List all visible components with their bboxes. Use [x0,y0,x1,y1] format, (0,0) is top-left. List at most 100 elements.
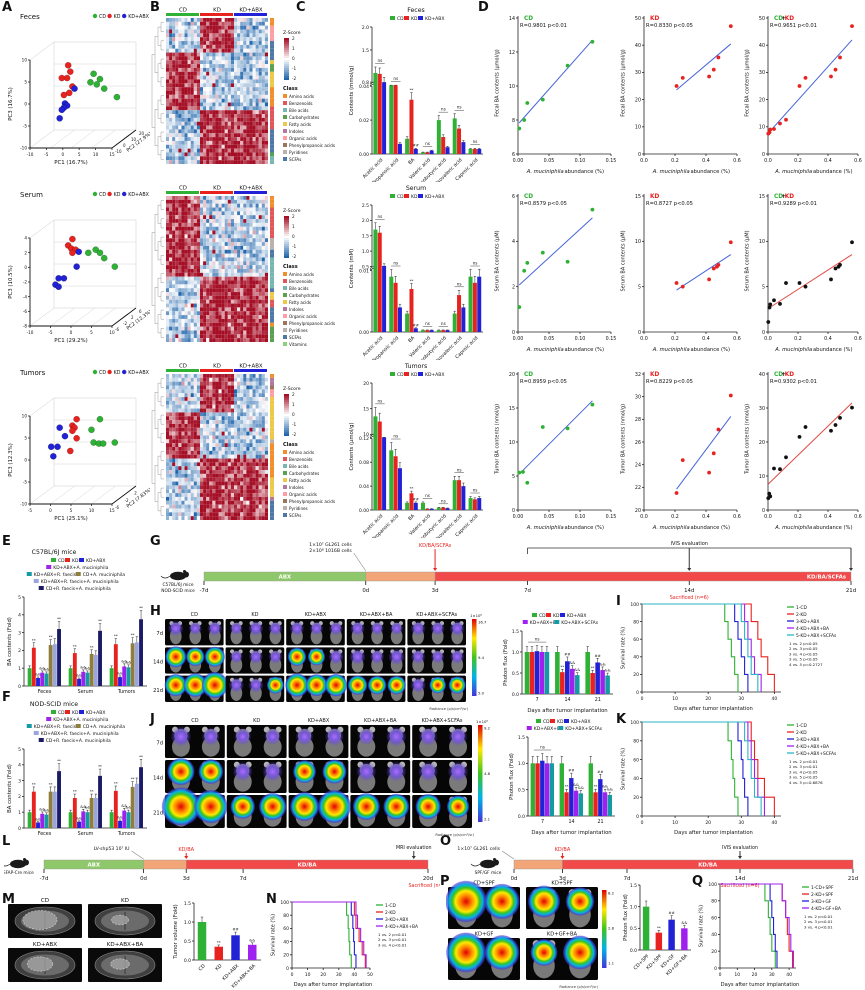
svg-text:PC3 (12.3%): PC3 (12.3%) [8,443,14,477]
svg-text:Serum: Serum [20,191,43,199]
svg-text:CD: CD [397,372,404,378]
svg-text:CD: CD [524,194,533,200]
svg-text:20: 20 [363,381,369,387]
svg-text:Carbohydrates: Carbohydrates [289,293,319,298]
svg-text:KD+ABX: KD+ABX [425,194,444,200]
svg-text:SCFAs: SCFAs [289,513,301,518]
svg-text:15: 15 [635,194,641,200]
timeline-g-svg: ABX KD/BA/SCFAs-7d 0d 3d 7d 14d 21dSacrificed … [160,541,856,601]
panel-label-i: I [616,594,621,609]
svg-text:PC2 (12.3%): PC2 (12.3%) [126,309,150,332]
svg-text:4: 4 [24,236,27,241]
ivis-h: CD KD KD+ABX KD+ABX+BA KD+ABX+SCFAs 7d 14d 21d 1… [152,610,498,712]
svg-text:Feces: Feces [407,7,424,14]
svg-text:R=0.8579 p<0.05: R=0.8579 p<0.05 [520,201,567,207]
svg-text:**: ** [410,87,414,92]
svg-text:Bile acids: Bile acids [289,108,309,113]
svg-text:0: 0 [638,152,641,158]
scatter-feces-kd-svg: 0.0 0.2 0.4 0.6 0 10 20 30 40 50 KDR=0.8330 p<0.05… [621,16,741,175]
svg-text:0: 0 [292,56,295,61]
panel-label-g: G [150,534,161,549]
svg-text:R=0.8727 p<0.05: R=0.8727 p<0.05 [646,201,693,207]
survival-k: 0 20 40 60 80 100 0 10 20 30 40 1-CD 2-KD 3-KD+ABX 4-K… [618,716,865,836]
svg-text:ns: ns [457,467,462,472]
svg-text:50: 50 [635,16,641,22]
bars-p-svg: 0.00.51.01.5CD+SPF**KD+SPF##KD+GF&&KD+GF… [623,883,691,977]
svg-text:2.5: 2.5 [362,203,369,209]
svg-text:Pyridines: Pyridines [289,328,308,333]
svg-text:0.2: 0.2 [671,158,679,164]
heatmap-tumors: CD KD KD+ABX Z-Score 2 1 0 -1 -2 Class Amino acids… [150,362,346,534]
svg-text:5: 5 [762,284,765,290]
svg-text:5: 5 [24,436,27,441]
svg-text:0.2: 0.2 [794,158,802,164]
svg-text:-5: -5 [44,152,49,157]
svg-text:-1: -1 [292,422,297,427]
svg-text:KD: KD [213,186,221,192]
svg-text:PC1 (29.2%): PC1 (29.2%) [54,338,88,344]
survival-n: 0 20 40 60 80 100 0 10 20 30 40 50 1-CD 2-KD 3-KD+ABX 4… [268,896,440,988]
svg-text:0: 0 [24,458,27,463]
svg-text:Amino acids: Amino acids [289,450,314,455]
svg-text:Fatty acids: Fatty acids [289,300,311,305]
timeline-o: KD/BA 0d 3d 7d 14d 21d Sacrificed (n=6) 1×10⁷ G… [442,842,865,898]
panel-label-m: M [2,892,15,907]
svg-text:KD: KD [114,370,121,376]
svg-text:30: 30 [635,70,641,76]
svg-text:Pyridines: Pyridines [289,150,308,155]
svg-text:-8: -8 [23,324,28,329]
svg-text:4: 4 [512,239,515,245]
svg-text:0.6: 0.6 [854,336,862,342]
svg-text:A. muciniphila: A. muciniphila [774,169,812,175]
svg-text:**: ** [410,278,414,283]
svg-text:0.0: 0.0 [764,158,772,164]
timeline-g: ABX KD/BA/SCFAs -7d 0d 3d 7d 14d 21d Sacrificed … [158,538,863,610]
svg-text:20: 20 [635,97,641,103]
svg-text:PC2 (27.9%): PC2 (27.9%) [126,131,150,154]
svg-text:ns: ns [393,261,398,266]
svg-text:14: 14 [509,16,515,22]
svg-text:ns: ns [457,281,462,286]
svg-text:1.5: 1.5 [362,234,369,240]
scatter-serum-kd-svg: 0.0 0.2 0.4 0.6 0 5 10 15 KDR=0.8727 p<0.05 A. mu… [621,194,741,353]
svg-text:0: 0 [24,265,27,270]
svg-text:R=0.8330 p<0.05: R=0.8330 p<0.05 [646,23,693,29]
svg-text:ns: ns [473,261,478,266]
svg-text:CD: CD [179,364,187,370]
svg-text:0.6: 0.6 [733,158,741,164]
svg-text:KD: KD [411,194,418,200]
svg-text:R=0.9289 p<0.01: R=0.9289 p<0.01 [770,201,817,207]
panel-label-p: P [440,874,450,889]
svg-text:10: 10 [363,432,369,438]
svg-text:0.6: 0.6 [854,158,862,164]
svg-text:Bile acids: Bile acids [289,286,309,291]
bars-m: 0.0 0.5 1.0 1.5 CD ** KD ## KD+ABX && KD+ABX+BA Tum… [170,896,264,988]
panel-label-c: C [296,0,306,15]
svg-text:-1: -1 [292,66,297,71]
ivis-p: CD+SPF KD+SPF KD+GF KD+GF+BA 8.2 2.8 1.1 Radian… [446,878,618,990]
svg-text:10: 10 [509,84,515,90]
svg-text:Serum BA contents (μM): Serum BA contents (μM) [495,230,501,291]
svg-text:-6: -6 [23,309,28,314]
svg-text:Benzenoids: Benzenoids [289,457,313,462]
svg-text:0: 0 [762,152,765,158]
svg-text:Contents (mmol/g): Contents (mmol/g) [349,66,355,116]
svg-text:Phenylpropanoic acids: Phenylpropanoic acids [289,321,335,326]
svg-text:0.0: 0.0 [764,336,772,342]
svg-text:##: ## [413,322,419,327]
svg-text:KD+ABX: KD+ABX [128,370,149,376]
svg-text:20: 20 [759,97,765,103]
svg-text:0: 0 [123,143,126,148]
svg-text:Fatty acids: Fatty acids [289,478,311,483]
bars-m-svg: 0.00.51.01.5CD**KD##KD+ABX&&KD+ABX+BATum… [173,901,261,988]
svg-text:0.05: 0.05 [544,336,555,342]
svg-text:10: 10 [109,330,115,335]
bars-ba-nodscid: NOD-SCID mice CD KD KD+ABX KD+ABX+A. mucinip… [4,698,150,840]
svg-text:abundance (%): abundance (%) [565,169,604,175]
svg-text:Bile acids: Bile acids [289,464,309,469]
svg-text:0.02: 0.02 [359,118,369,124]
